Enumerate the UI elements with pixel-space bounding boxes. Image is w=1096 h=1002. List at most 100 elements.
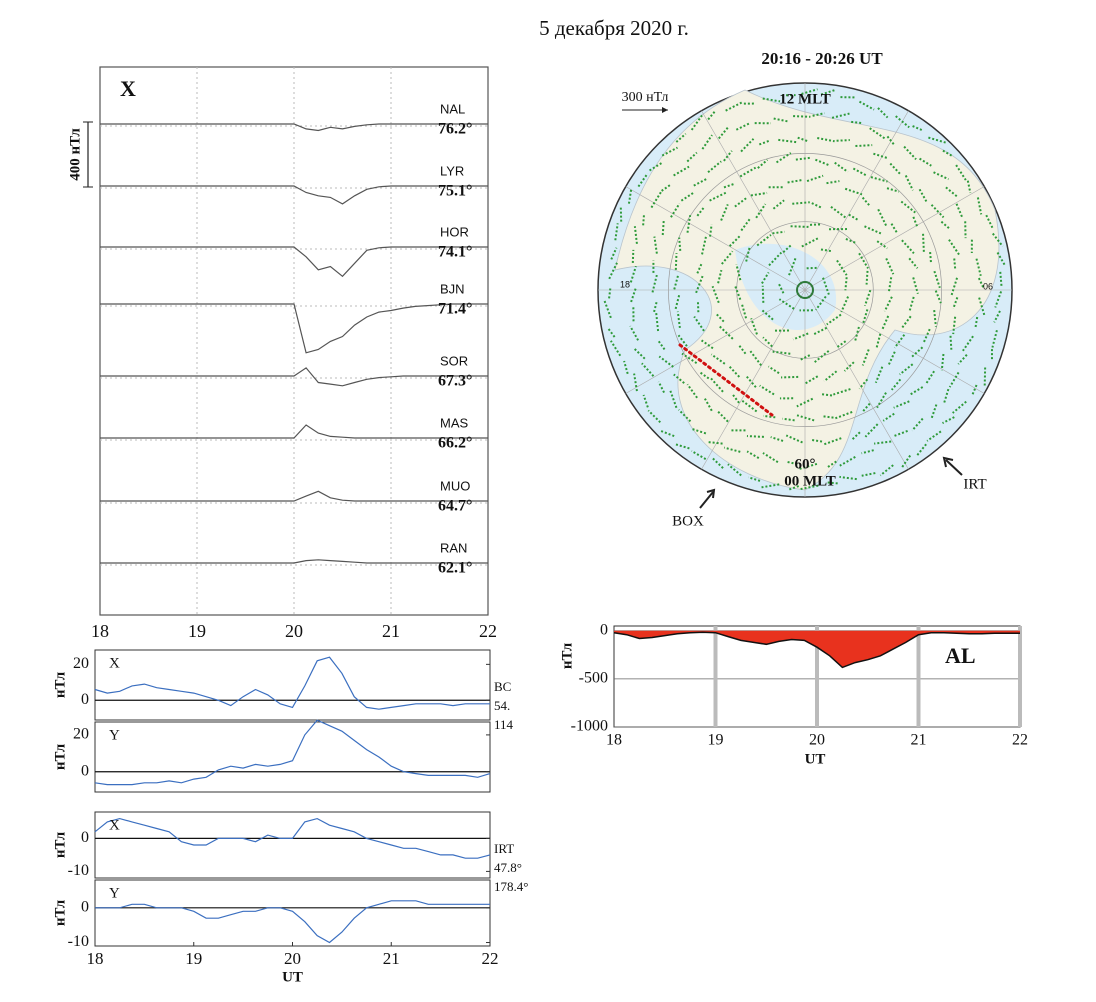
vector <box>861 196 871 207</box>
vector <box>650 191 662 209</box>
station-label: BOX <box>672 513 704 529</box>
vector <box>653 301 658 313</box>
magnetogram-trace <box>100 367 488 387</box>
vector <box>942 149 953 157</box>
y-tick-label: 20 <box>73 726 89 743</box>
vector <box>696 263 703 274</box>
vector <box>834 161 849 173</box>
meridian <box>625 289 806 394</box>
sea <box>735 243 837 330</box>
vector <box>690 427 707 435</box>
y-axis-label: нТл <box>52 899 68 926</box>
vector <box>854 326 860 342</box>
vector <box>799 354 811 361</box>
station-latitude: 64.7° <box>438 498 472 515</box>
vector <box>695 275 704 294</box>
panel-label: AL <box>945 643 976 668</box>
station-annotation: BC <box>494 679 511 694</box>
vector <box>720 204 729 221</box>
midnight-label: 00 MLT <box>784 473 836 489</box>
station-annotation: 114 <box>494 717 514 732</box>
vector <box>735 121 751 131</box>
vector <box>912 125 924 132</box>
vector <box>801 237 819 248</box>
vector <box>861 349 870 366</box>
vector <box>701 236 707 255</box>
vector <box>681 352 698 364</box>
vector <box>721 250 734 265</box>
vector <box>864 423 879 438</box>
component-label: X <box>109 817 120 833</box>
vector <box>677 408 692 423</box>
vector <box>895 115 910 129</box>
vector <box>955 164 967 181</box>
vector <box>761 309 774 321</box>
vector <box>926 430 942 442</box>
vector <box>603 300 612 319</box>
vector <box>824 437 842 446</box>
vector <box>750 318 758 335</box>
station-name: BJN <box>440 281 465 296</box>
magnetogram-trace <box>100 424 488 439</box>
x-tick-label: 18 <box>606 732 622 749</box>
vector <box>903 145 917 161</box>
x-tick-label: 22 <box>479 621 497 641</box>
vector <box>820 248 833 253</box>
vector <box>831 112 850 119</box>
y-tick-label: -1000 <box>571 718 608 735</box>
x-tick-label: 21 <box>911 732 927 749</box>
vector <box>693 177 708 187</box>
vector <box>637 172 649 188</box>
station-name: MUO <box>440 478 470 493</box>
x-tick-label: 20 <box>284 949 301 968</box>
x-tick-label: 20 <box>809 732 825 749</box>
vector <box>845 238 858 245</box>
station-annotation: 54. <box>494 698 510 713</box>
station-latitude: 66.2° <box>438 435 472 452</box>
vector <box>900 315 912 330</box>
x-tick-label: 19 <box>708 732 724 749</box>
vector <box>723 446 741 453</box>
vector <box>790 225 809 228</box>
vector <box>661 183 672 192</box>
vector <box>674 442 690 450</box>
vector <box>814 350 830 363</box>
vector <box>833 388 851 396</box>
vector <box>727 364 741 378</box>
vector <box>793 115 811 118</box>
vector <box>800 484 819 491</box>
station-name: LYR <box>440 163 464 178</box>
vector <box>745 375 757 388</box>
vector <box>777 282 785 294</box>
y-tick-label: 0 <box>81 829 89 846</box>
station-annotation: 47.8° <box>494 860 522 875</box>
vector <box>912 277 919 295</box>
vector <box>762 97 781 103</box>
vector <box>908 296 915 312</box>
dawn-label: 06 <box>983 281 993 291</box>
vector <box>811 202 823 210</box>
vector <box>755 203 767 219</box>
vector <box>821 393 833 397</box>
vector <box>608 262 618 280</box>
vector <box>761 285 765 303</box>
vector <box>992 232 1004 247</box>
magnetogram-trace <box>100 185 488 205</box>
y-tick-label: 0 <box>81 691 89 708</box>
vector <box>673 274 680 290</box>
vector <box>877 208 887 226</box>
meridian <box>625 186 806 291</box>
vector <box>823 415 834 419</box>
y-tick-label: 0 <box>81 762 89 779</box>
vector <box>740 303 747 319</box>
station-name: MAS <box>440 415 469 430</box>
station-name: RAN <box>440 540 467 555</box>
component-label: Y <box>109 727 120 743</box>
vector <box>711 285 720 304</box>
vector <box>733 284 742 300</box>
vector <box>719 325 734 340</box>
vector <box>674 253 678 270</box>
vector <box>659 429 675 438</box>
vector <box>785 434 803 444</box>
vector <box>883 296 893 312</box>
